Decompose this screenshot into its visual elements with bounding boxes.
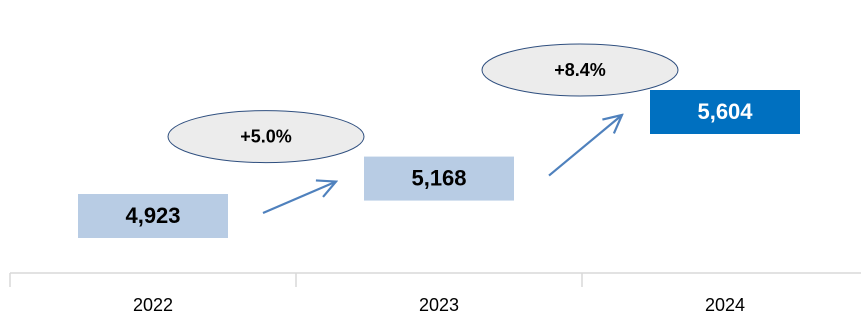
- value-label-2022: 4,923: [125, 203, 180, 228]
- growth-arrow-1: [262, 182, 336, 215]
- growth-label-1: +5.0%: [240, 126, 292, 146]
- growth-bubble-2: [481, 43, 679, 97]
- value-box-2024: [650, 90, 800, 134]
- category-label-2022: 2022: [133, 295, 173, 315]
- category-label-2024: 2024: [705, 295, 745, 315]
- growth-arrow-2: [548, 115, 622, 177]
- value-label-2023: 5,168: [411, 165, 466, 190]
- value-label-2024: 5,604: [697, 99, 753, 124]
- growth-label-2: +8.4%: [554, 60, 606, 80]
- category-label-2023: 2023: [419, 295, 459, 315]
- value-box-2023: [364, 156, 514, 201]
- value-box-2022: [78, 194, 228, 238]
- growth-bubble-1: [167, 110, 365, 164]
